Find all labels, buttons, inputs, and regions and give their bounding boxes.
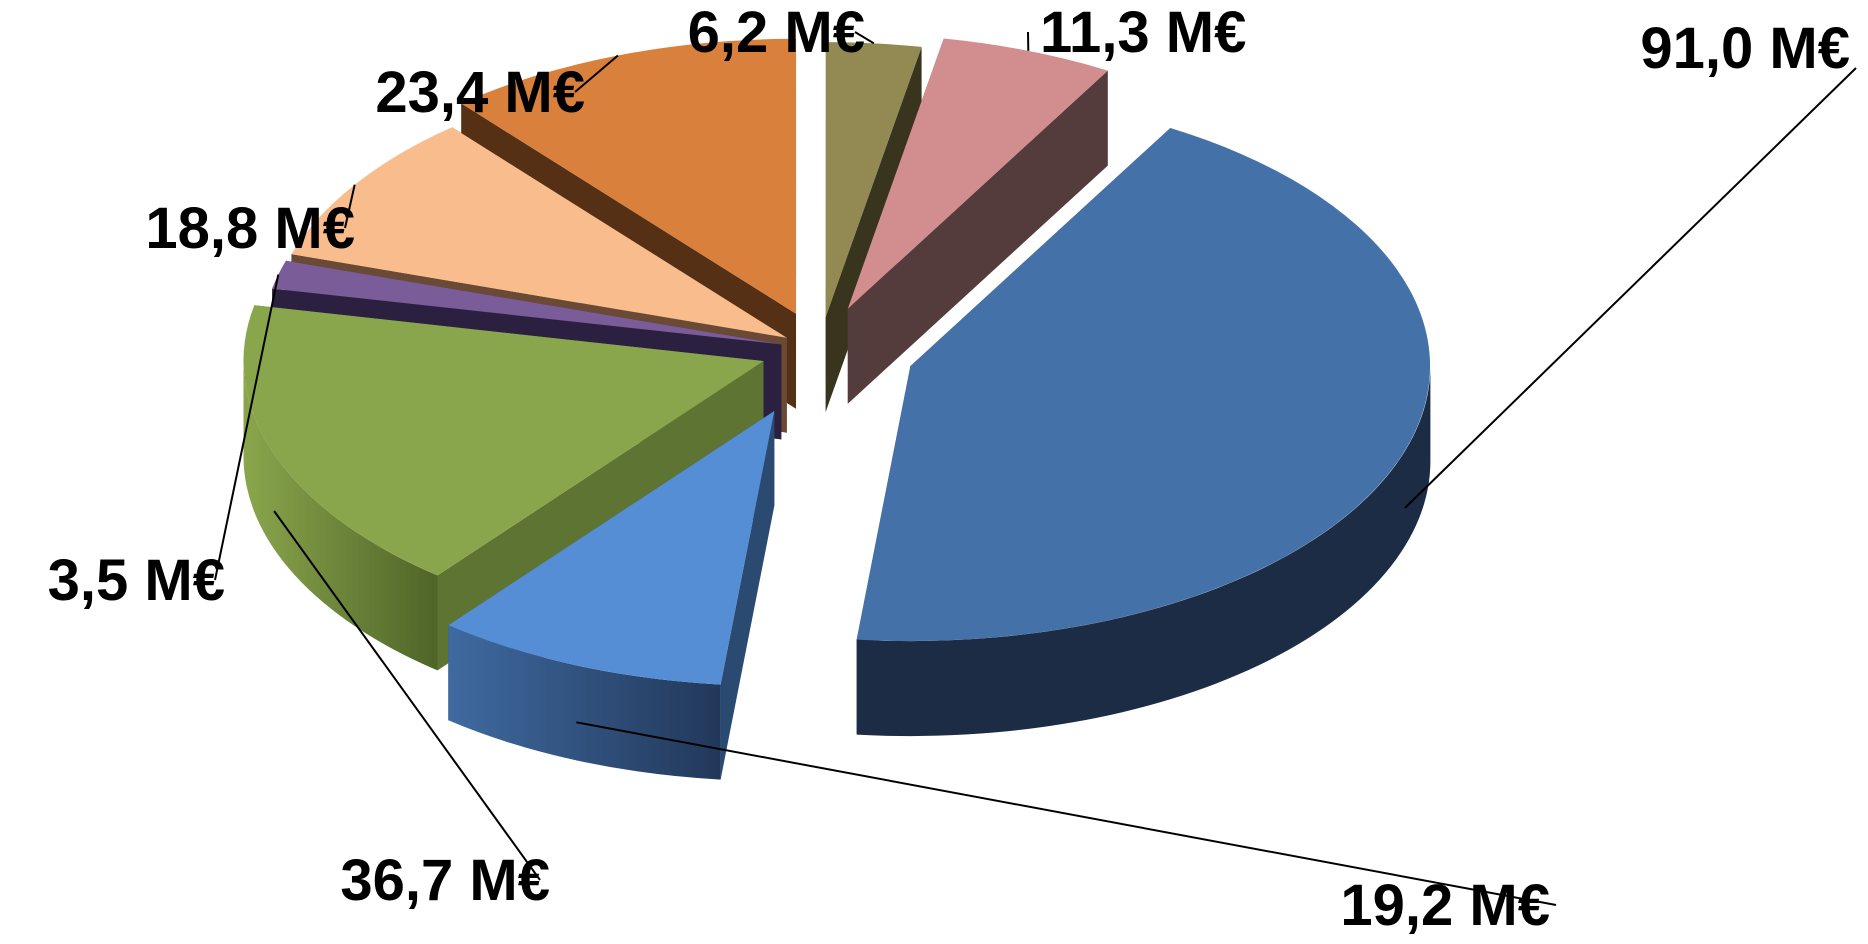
- leader-line-2: [576, 721, 1557, 906]
- pie-slice-1-top: [856, 128, 1431, 642]
- leader-line-4: [214, 274, 280, 581]
- data-label-4: 3,5 M€: [48, 548, 225, 613]
- pie-slice-8: [847, 38, 1108, 404]
- data-label-5: 18,8 M€: [145, 196, 355, 261]
- pie-slice-1-side: [856, 366, 1431, 737]
- leader-line-5: [344, 184, 356, 229]
- pie-slice-7-top: [825, 42, 922, 318]
- leader-line-1: [1404, 67, 1857, 509]
- leader-line-6: [574, 54, 619, 93]
- pie-slice-3-side: [243, 361, 438, 671]
- pie-slice-1: [856, 128, 1431, 737]
- leader-line-7: [854, 31, 875, 45]
- pie-slice-8-wall-2: [847, 70, 1108, 404]
- data-label-8: 11,3 M€: [1040, 0, 1246, 65]
- pie-slice-8-top: [847, 38, 1108, 309]
- data-label-2: 19,2 M€: [1340, 873, 1550, 938]
- pie-slice-6-top: [461, 38, 797, 314]
- pie-slice-2: [448, 411, 775, 780]
- leader-line-3: [273, 510, 541, 881]
- data-label-1: 91,0 M€: [1640, 16, 1850, 81]
- pie-slice-5-top: [291, 127, 787, 338]
- pie-slice-3-top: [243, 305, 764, 576]
- pie-slice-4-top: [272, 260, 782, 345]
- data-label-3: 36,7 M€: [340, 848, 550, 913]
- data-label-7: 6,2 M€: [688, 0, 865, 65]
- pie-slice-2-top: [448, 411, 775, 685]
- pie-slice-2-side: [448, 625, 721, 780]
- data-label-6: 23,4 M€: [375, 60, 585, 125]
